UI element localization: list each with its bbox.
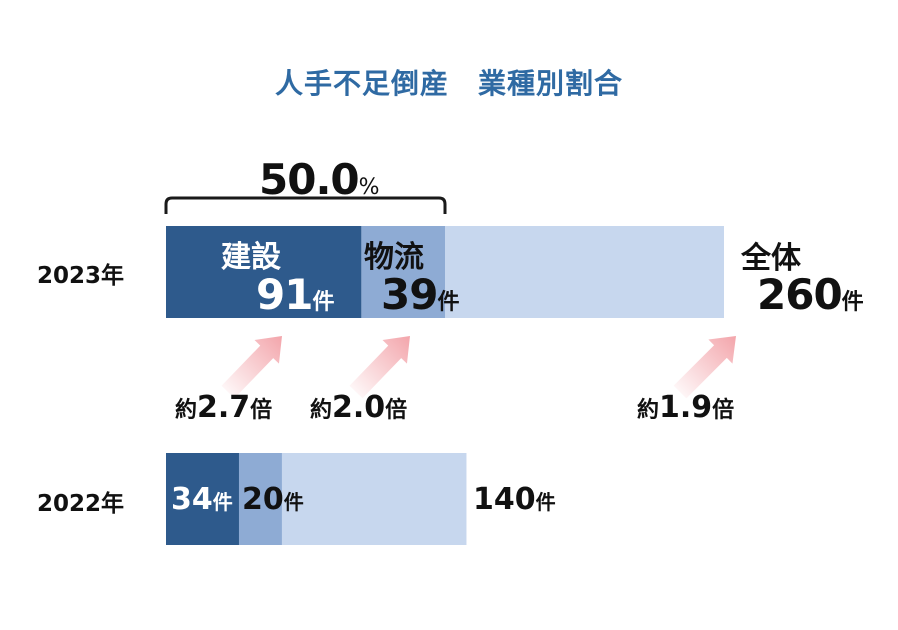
multiplier-total-value: 1.9 xyxy=(659,390,713,425)
share-bracket xyxy=(164,196,447,214)
bar-logistics-0 xyxy=(361,226,445,318)
unit-logistics-2022: 件 xyxy=(283,490,304,514)
year-label-2023: 2023年 xyxy=(37,263,125,289)
label-total-2023: 全体 xyxy=(741,241,801,276)
value-logistics-2023: 39 xyxy=(381,270,438,319)
multiplier-logistics-post: 倍 xyxy=(385,398,408,423)
bracket-value: 50.0 xyxy=(259,155,360,204)
bar-construction-1 xyxy=(166,453,239,545)
multiplier-construction-pre: 約 xyxy=(175,398,198,423)
unit-construction-2023: 件 xyxy=(312,290,335,315)
multiplier-total-post: 倍 xyxy=(712,398,735,423)
bar-logistics-1 xyxy=(238,453,282,545)
unit-total-2023: 件 xyxy=(841,290,864,315)
multiplier-construction-value: 2.7 xyxy=(197,390,251,425)
label-logistics-2023: 物流 xyxy=(364,240,424,275)
unit-logistics-2023: 件 xyxy=(437,290,460,315)
value-total-2022: 140 xyxy=(473,482,536,517)
bar-construction-0 xyxy=(166,226,362,318)
growth-arrow-construction xyxy=(221,336,282,399)
year-label-2022: 2022年 xyxy=(37,491,125,517)
value-construction-2023: 91 xyxy=(256,270,313,319)
label-construction-2023: 建設 xyxy=(221,240,281,275)
bracket-unit: % xyxy=(358,175,380,200)
multiplier-logistics-value: 2.0 xyxy=(332,390,386,425)
multiplier-logistics-pre: 約 xyxy=(310,398,333,423)
unit-total-2022: 件 xyxy=(535,490,556,514)
multiplier-total-pre: 約 xyxy=(637,398,660,423)
unit-construction-2022: 件 xyxy=(212,490,233,514)
value-construction-2022: 34 xyxy=(171,482,213,517)
growth-arrow-total xyxy=(673,336,736,399)
growth-arrow-logistics xyxy=(349,336,410,399)
value-logistics-2022: 20 xyxy=(242,482,284,517)
chart-title: 人手不足倒産 業種別割合 xyxy=(274,67,623,100)
multiplier-construction-post: 倍 xyxy=(250,398,273,423)
value-total-2023: 260 xyxy=(757,270,843,319)
